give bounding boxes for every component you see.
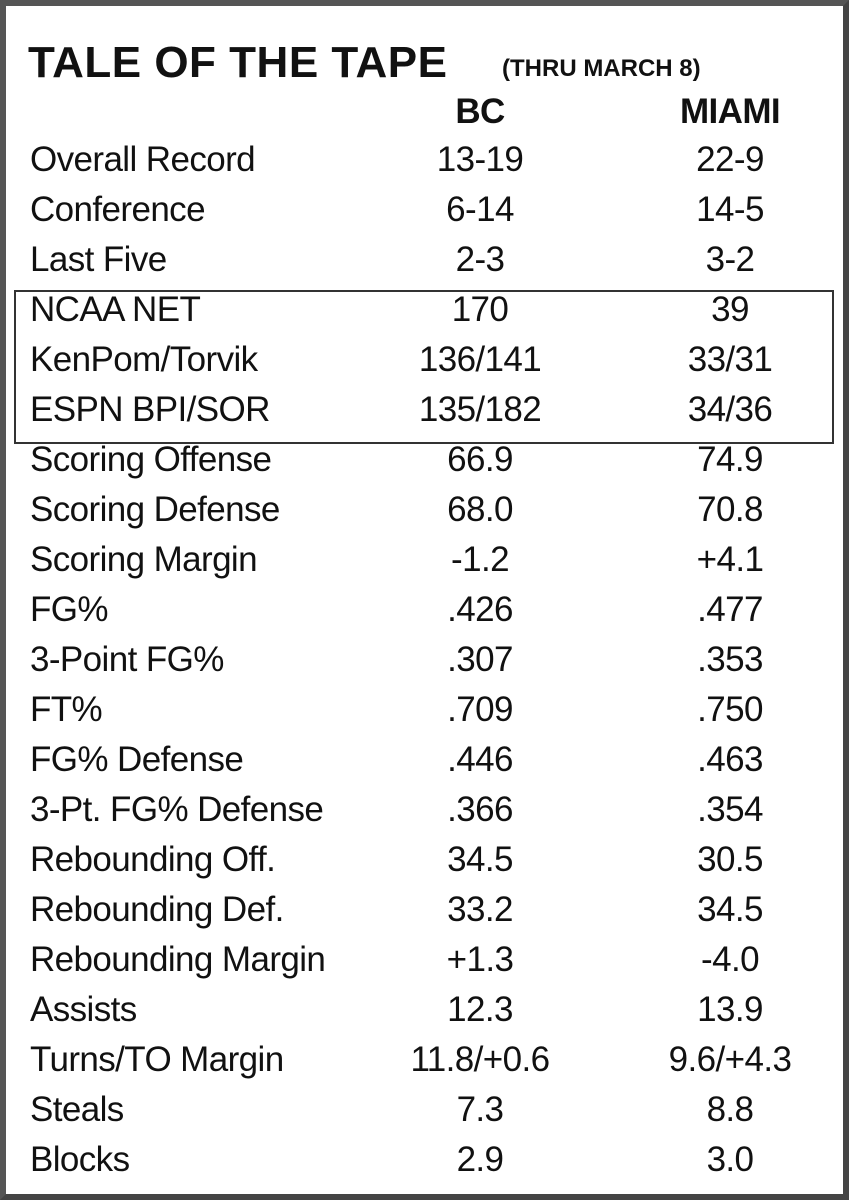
row-label: Blocks <box>30 1140 130 1179</box>
row-label: Conference <box>30 190 206 229</box>
stat-value: .366 <box>447 790 513 829</box>
stat-value: 3.0 <box>706 1140 754 1179</box>
stat-value: 12.3 <box>447 990 513 1029</box>
stat-value: 33/31 <box>687 340 773 379</box>
stat-value: 13.9 <box>697 990 763 1029</box>
stat-value: 2-3 <box>455 240 505 279</box>
stat-value: 30.5 <box>697 840 763 879</box>
subtitle: (THRU MARCH 8) <box>502 55 701 82</box>
row-label: FG% Defense <box>30 740 244 779</box>
row-label: Rebounding Def. <box>30 890 284 929</box>
stat-value: 11.8/+0.6 <box>410 1040 551 1079</box>
stat-value: 34.5 <box>697 890 763 929</box>
stat-value: .426 <box>447 590 513 629</box>
row-label: FG% <box>30 590 109 629</box>
row-label: Steals <box>30 1090 124 1129</box>
row-label: Scoring Offense <box>30 440 272 479</box>
stat-value: +4.1 <box>696 540 764 579</box>
stat-value: 14-5 <box>696 190 764 229</box>
stat-value: +1.3 <box>446 940 514 979</box>
highlight-box <box>14 290 834 444</box>
row-label: FT% <box>30 690 103 729</box>
row-label: 3-Pt. FG% Defense <box>30 790 324 829</box>
row-label: KenPom/Torvik <box>30 340 258 379</box>
stat-value: 170 <box>451 290 509 329</box>
row-label: ESPN BPI/SOR <box>30 390 270 429</box>
stat-value: 3-2 <box>705 240 755 279</box>
stat-value: .446 <box>447 740 513 779</box>
stat-value: 34.5 <box>447 840 513 879</box>
stat-value: 135/182 <box>418 390 542 429</box>
row-label: Assists <box>30 990 137 1029</box>
row-label: Overall Record <box>30 140 256 179</box>
stat-value: 9.6/+4.3 <box>668 1040 792 1079</box>
stat-value: .353 <box>697 640 763 679</box>
row-label: Rebounding Margin <box>30 940 326 979</box>
stat-value: 39 <box>711 290 749 329</box>
stat-value: 2.9 <box>456 1140 504 1179</box>
stat-value: 66.9 <box>447 440 513 479</box>
column-header: MIAMI <box>679 92 781 131</box>
stat-value: -4.0 <box>701 940 760 979</box>
row-label: Rebounding Off. <box>30 840 276 879</box>
row-label: NCAA NET <box>30 290 201 329</box>
stat-value: .463 <box>697 740 763 779</box>
stat-value: 33.2 <box>447 890 513 929</box>
row-label: Last Five <box>30 240 167 279</box>
column-header: BC <box>455 92 505 131</box>
row-label: 3-Point FG% <box>30 640 224 679</box>
stat-value: 70.8 <box>697 490 763 529</box>
stat-value: 74.9 <box>697 440 763 479</box>
stat-value: 136/141 <box>418 340 542 379</box>
stat-value: 7.3 <box>456 1090 504 1129</box>
row-label: Scoring Margin <box>30 540 258 579</box>
stat-value: 68.0 <box>447 490 513 529</box>
row-label: Scoring Defense <box>30 490 280 529</box>
stat-value: .477 <box>697 590 763 629</box>
row-label: Turns/TO Margin <box>30 1040 284 1079</box>
stat-value: .750 <box>697 690 763 729</box>
title: TALE OF THE TAPE <box>28 38 448 87</box>
stat-value: .709 <box>447 690 513 729</box>
stat-value: 13-19 <box>436 140 524 179</box>
stat-value: 6-14 <box>446 190 514 229</box>
stat-value: .307 <box>447 640 513 679</box>
stat-value: -1.2 <box>451 540 510 579</box>
stat-value: 34/36 <box>687 390 773 429</box>
stat-value: 8.8 <box>706 1090 754 1129</box>
stat-value: .354 <box>697 790 763 829</box>
stat-value: 22-9 <box>696 140 764 179</box>
